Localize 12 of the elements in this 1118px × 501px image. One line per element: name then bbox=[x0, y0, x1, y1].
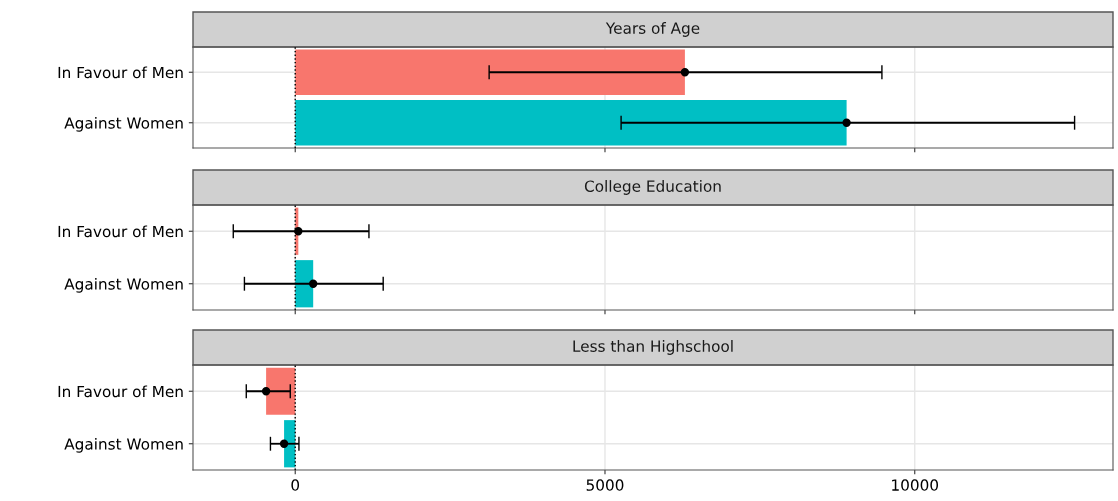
y-tick-label: In Favour of Men bbox=[58, 225, 183, 238]
y-tick-label: In Favour of Men bbox=[58, 385, 183, 398]
y-tick-label: Against Women bbox=[64, 277, 183, 293]
chart-title: College Education bbox=[584, 180, 721, 195]
chart-title: Years of Age bbox=[605, 22, 700, 37]
x-tick-label: 5000 bbox=[586, 479, 624, 491]
y-tick-label: Against Women bbox=[64, 116, 183, 132]
y-tick-label: In Favour of Men bbox=[58, 66, 183, 79]
x-tick-label: 10000 bbox=[892, 479, 939, 491]
x-tick-label: 0 bbox=[291, 479, 300, 491]
y-tick-label: Against Women bbox=[64, 437, 183, 453]
chart-title: Less than Highschool bbox=[573, 340, 733, 355]
